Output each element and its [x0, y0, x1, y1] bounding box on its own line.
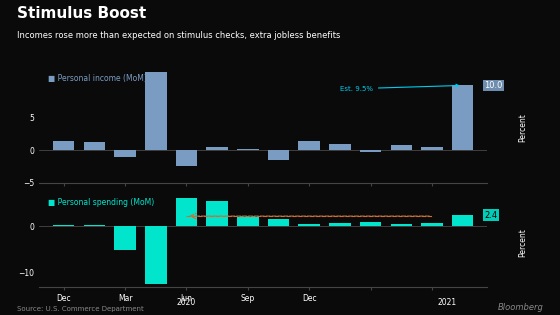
Bar [207, 201, 228, 226]
Bar [360, 150, 381, 152]
Bar [329, 144, 351, 150]
Text: 2020: 2020 [177, 298, 196, 307]
Bar [83, 225, 105, 226]
Bar [360, 222, 381, 226]
Bar [237, 149, 259, 150]
Bar [298, 140, 320, 150]
Bar [53, 225, 74, 226]
Bar [268, 219, 290, 226]
Bar [421, 147, 443, 150]
Bar [145, 226, 166, 284]
Bar [114, 226, 136, 249]
Bar [390, 224, 412, 226]
Text: Est. 9.5%: Est. 9.5% [340, 84, 459, 92]
Bar [207, 147, 228, 150]
Text: Source: U.S. Commerce Department: Source: U.S. Commerce Department [17, 306, 143, 312]
Text: Bloomberg: Bloomberg [497, 303, 543, 312]
Bar [452, 215, 473, 226]
Bar [53, 140, 74, 150]
Text: Percent: Percent [519, 113, 528, 142]
Text: Incomes rose more than expected on stimulus checks, extra jobless benefits: Incomes rose more than expected on stimu… [17, 32, 340, 41]
Bar [298, 224, 320, 226]
Text: 10.0: 10.0 [484, 81, 502, 90]
Bar [176, 150, 197, 167]
Bar [421, 223, 443, 226]
Bar [268, 150, 290, 160]
Text: Stimulus Boost: Stimulus Boost [17, 6, 146, 21]
Bar [176, 187, 197, 226]
Bar [237, 217, 259, 226]
Bar [329, 223, 351, 226]
Bar [452, 85, 473, 150]
Bar [83, 142, 105, 150]
Text: Percent: Percent [519, 228, 528, 257]
Text: ■ Personal income (MoM): ■ Personal income (MoM) [48, 74, 147, 83]
Bar [114, 150, 136, 157]
Text: ■ Personal spending (MoM): ■ Personal spending (MoM) [48, 198, 155, 207]
Bar [390, 145, 412, 150]
Bar [145, 72, 166, 150]
Text: 2021: 2021 [438, 298, 457, 307]
Text: 2.4: 2.4 [484, 211, 497, 220]
